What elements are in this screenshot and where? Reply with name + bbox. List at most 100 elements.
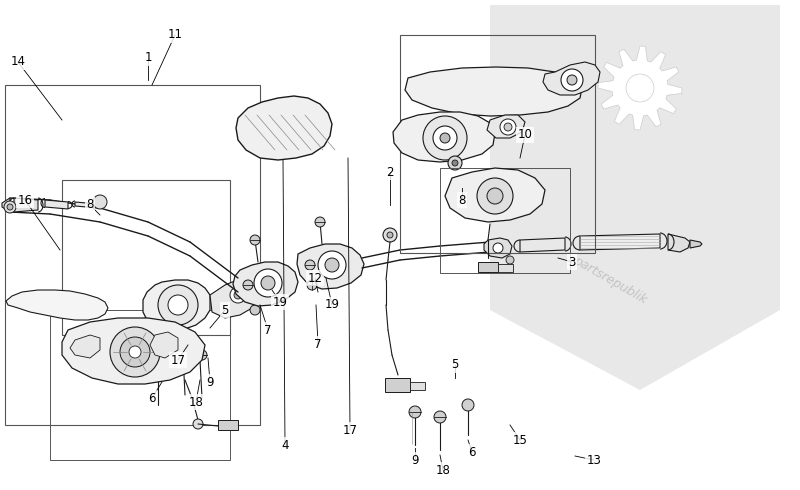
Polygon shape (45, 200, 68, 209)
Circle shape (175, 345, 181, 351)
Text: 3: 3 (568, 255, 576, 269)
Circle shape (193, 419, 203, 429)
Polygon shape (487, 115, 525, 138)
Bar (410, 382, 425, 390)
Circle shape (158, 285, 198, 325)
Polygon shape (70, 335, 100, 358)
Polygon shape (143, 280, 210, 330)
Polygon shape (62, 318, 205, 384)
Circle shape (250, 305, 260, 315)
Text: 16: 16 (18, 194, 33, 206)
Circle shape (325, 258, 339, 272)
Circle shape (409, 406, 421, 418)
Circle shape (500, 119, 516, 135)
Circle shape (462, 399, 474, 411)
Text: 17: 17 (342, 423, 358, 437)
Circle shape (243, 280, 253, 290)
Circle shape (7, 204, 13, 210)
Circle shape (261, 276, 275, 290)
Text: partsrepublik: partsrepublik (571, 254, 649, 306)
Circle shape (153, 363, 163, 373)
Polygon shape (14, 198, 38, 212)
Text: 8: 8 (86, 198, 94, 212)
Polygon shape (133, 318, 165, 355)
Polygon shape (484, 238, 512, 258)
Circle shape (168, 295, 188, 315)
Polygon shape (150, 332, 178, 358)
Circle shape (434, 411, 446, 423)
Circle shape (448, 156, 462, 170)
Circle shape (493, 243, 503, 253)
Circle shape (305, 260, 315, 270)
Text: 5: 5 (222, 303, 229, 317)
Circle shape (440, 133, 450, 143)
Text: 18: 18 (435, 464, 450, 476)
Circle shape (120, 337, 150, 367)
Text: 12: 12 (307, 271, 322, 285)
Text: 13: 13 (586, 454, 602, 466)
Circle shape (433, 126, 457, 150)
Polygon shape (6, 290, 108, 320)
Text: 1: 1 (144, 51, 152, 65)
Circle shape (477, 178, 513, 214)
Bar (440, 168, 570, 273)
Circle shape (567, 75, 577, 85)
Polygon shape (668, 234, 690, 252)
Polygon shape (2, 198, 10, 212)
Circle shape (230, 287, 246, 303)
Polygon shape (520, 238, 565, 252)
Text: 9: 9 (411, 454, 418, 466)
Circle shape (423, 116, 467, 160)
Circle shape (93, 195, 107, 209)
Text: 5: 5 (451, 359, 458, 371)
Text: 2: 2 (386, 166, 394, 178)
Polygon shape (233, 262, 298, 306)
Circle shape (307, 280, 317, 290)
Circle shape (129, 346, 141, 358)
Circle shape (234, 291, 242, 299)
Text: 19: 19 (325, 298, 339, 312)
Text: 14: 14 (10, 55, 26, 69)
Circle shape (383, 228, 397, 242)
Circle shape (171, 341, 185, 355)
Circle shape (254, 269, 282, 297)
Text: 19: 19 (273, 295, 287, 309)
Circle shape (561, 69, 583, 91)
Bar (400, 35, 595, 253)
Circle shape (315, 217, 325, 227)
Polygon shape (690, 240, 702, 248)
Text: 6: 6 (468, 445, 476, 459)
Circle shape (318, 251, 346, 279)
Text: 8: 8 (458, 194, 466, 206)
Circle shape (197, 350, 207, 360)
Polygon shape (210, 278, 258, 318)
Text: 4: 4 (282, 439, 289, 451)
Polygon shape (598, 46, 682, 130)
Bar (385, 378, 410, 392)
Circle shape (138, 327, 158, 347)
Circle shape (506, 256, 514, 264)
Circle shape (250, 235, 260, 245)
Bar (478, 262, 498, 272)
Polygon shape (580, 234, 660, 250)
Polygon shape (393, 112, 495, 162)
Polygon shape (75, 202, 98, 208)
Polygon shape (543, 62, 600, 95)
Circle shape (180, 345, 190, 355)
Circle shape (452, 160, 458, 166)
Circle shape (4, 201, 16, 213)
Text: 18: 18 (189, 395, 203, 409)
Circle shape (487, 188, 503, 204)
Polygon shape (405, 67, 582, 116)
Circle shape (110, 327, 160, 377)
Text: 7: 7 (264, 323, 272, 337)
Text: 15: 15 (513, 434, 527, 446)
Text: 11: 11 (167, 28, 182, 42)
Polygon shape (490, 5, 780, 390)
Polygon shape (236, 96, 332, 160)
Text: 6: 6 (148, 392, 156, 405)
Text: 7: 7 (314, 338, 322, 350)
Circle shape (387, 232, 393, 238)
Text: 9: 9 (206, 375, 214, 389)
Circle shape (504, 123, 512, 131)
